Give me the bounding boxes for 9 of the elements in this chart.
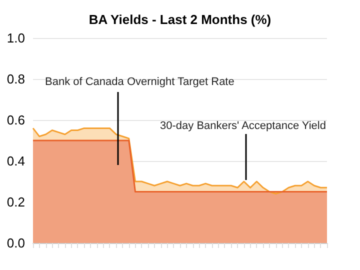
y-tick-label: 0.2 [6, 194, 25, 210]
text: Bank of Canada Overnight Target Rate [45, 76, 234, 88]
text: 30-day Bankers' Acceptance Yield [160, 120, 326, 132]
y-tick-label: 1.0 [6, 30, 25, 46]
y-tick-label: 0.8 [6, 72, 25, 86]
y-tick-label: 0.0 [6, 236, 25, 250]
y-tick-label: 0.4 [6, 154, 25, 168]
chart-title: BA Yields - Last 2 Months (%) [88, 12, 272, 27]
y-tick-label: 0.6 [6, 112, 25, 128]
